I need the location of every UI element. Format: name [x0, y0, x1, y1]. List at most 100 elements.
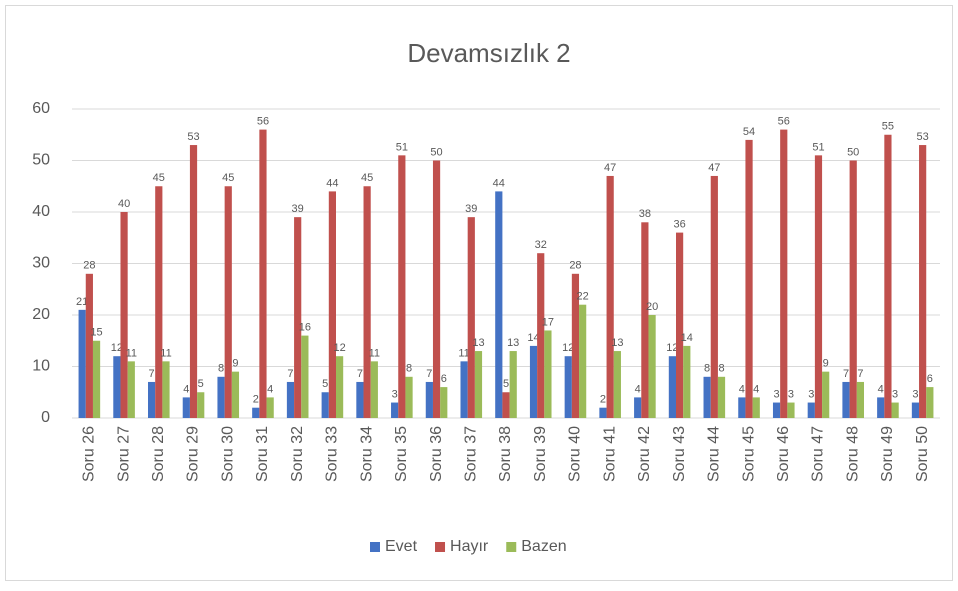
data-label: 50	[430, 146, 442, 158]
x-tick-label: Soru 31	[254, 426, 271, 482]
x-tick-label: Soru 50	[914, 426, 931, 482]
x-tick-label: Soru 49	[879, 426, 896, 482]
data-label: 7	[843, 368, 849, 380]
x-tick-label: Soru 45	[740, 426, 757, 482]
bar	[745, 139, 753, 418]
data-label: 3	[912, 388, 918, 400]
bar	[822, 371, 830, 418]
bar	[363, 186, 371, 418]
data-label: 45	[361, 172, 373, 184]
bar	[648, 315, 656, 418]
x-tick-label: Soru 30	[219, 426, 236, 482]
bar	[197, 392, 205, 418]
data-label: 3	[892, 388, 898, 400]
data-label: 7	[426, 368, 432, 380]
bar	[787, 402, 795, 418]
data-label: 51	[812, 141, 824, 153]
y-tick-label: 50	[32, 152, 50, 169]
data-label: 8	[718, 363, 724, 375]
data-label: 56	[257, 116, 269, 128]
data-label: 17	[542, 316, 554, 328]
data-label: 12	[666, 342, 678, 354]
x-tick-label: Soru 39	[532, 426, 549, 482]
data-label: 5	[198, 378, 204, 390]
data-label: 53	[187, 131, 199, 143]
data-label: 2	[253, 394, 259, 406]
data-label: 9	[823, 358, 829, 370]
data-label: 21	[76, 296, 88, 308]
data-label: 3	[808, 388, 814, 400]
legend-label: Bazen	[521, 538, 566, 555]
y-tick-label: 10	[32, 358, 50, 375]
data-label: 4	[739, 383, 745, 395]
bar	[370, 361, 378, 418]
bar	[328, 191, 336, 418]
data-label: 8	[218, 363, 224, 375]
chart-title: Devamsızlık 2	[407, 38, 570, 68]
bar	[683, 345, 691, 418]
data-label: 7	[857, 368, 863, 380]
x-tick-label: Soru 38	[497, 426, 514, 482]
data-label: 14	[681, 332, 693, 344]
bar	[78, 309, 86, 418]
bar	[752, 397, 760, 418]
bar	[92, 340, 101, 418]
data-label: 20	[646, 301, 658, 313]
data-label: 22	[577, 291, 589, 303]
x-tick-label: Soru 46	[775, 426, 792, 482]
data-label: 3	[392, 388, 398, 400]
data-label: 44	[326, 177, 338, 189]
bar	[224, 186, 232, 418]
data-label: 3	[788, 388, 794, 400]
data-label: 32	[535, 239, 547, 251]
bar	[668, 356, 676, 418]
data-label: 7	[357, 368, 363, 380]
data-label: 38	[639, 208, 651, 220]
bar	[599, 407, 607, 418]
bar	[703, 376, 711, 418]
x-tick-label: Soru 26	[81, 426, 98, 482]
bar	[231, 371, 240, 418]
bar	[356, 381, 364, 418]
bar	[926, 387, 934, 418]
bar	[544, 330, 552, 418]
bar	[529, 345, 538, 418]
bar	[217, 376, 225, 418]
bar	[613, 351, 621, 418]
legend-swatch	[370, 542, 380, 552]
data-label: 11	[160, 347, 171, 359]
data-label: 4	[267, 383, 273, 395]
bar	[509, 351, 517, 418]
data-label: 44	[493, 177, 505, 189]
data-label: 47	[708, 162, 720, 174]
y-tick-label: 30	[32, 255, 50, 272]
x-tick-label: Soru 35	[393, 426, 410, 482]
data-label: 12	[562, 342, 574, 354]
data-label: 4	[183, 383, 189, 395]
legend-label: Evet	[385, 538, 418, 555]
x-tick-label: Soru 44	[706, 426, 723, 482]
bar	[919, 145, 927, 419]
data-label: 5	[322, 378, 328, 390]
x-tick-label: Soru 42	[636, 426, 653, 482]
bar	[120, 212, 128, 418]
data-label: 40	[118, 198, 130, 210]
y-tick-label: 20	[32, 306, 50, 323]
legend-swatch	[435, 542, 446, 552]
bar	[85, 273, 93, 418]
data-label: 7	[287, 368, 293, 380]
bar	[301, 335, 309, 418]
data-label: 8	[406, 363, 412, 375]
data-label: 7	[149, 368, 155, 380]
data-label: 45	[153, 172, 165, 184]
data-label: 4	[753, 383, 759, 395]
bar	[606, 175, 614, 418]
bar	[405, 376, 413, 418]
bar	[807, 402, 815, 418]
data-label: 9	[232, 358, 238, 370]
bar	[641, 222, 649, 418]
data-label: 2	[600, 394, 606, 406]
bar	[148, 381, 156, 418]
data-label: 11	[126, 347, 137, 359]
data-label: 12	[111, 342, 123, 354]
